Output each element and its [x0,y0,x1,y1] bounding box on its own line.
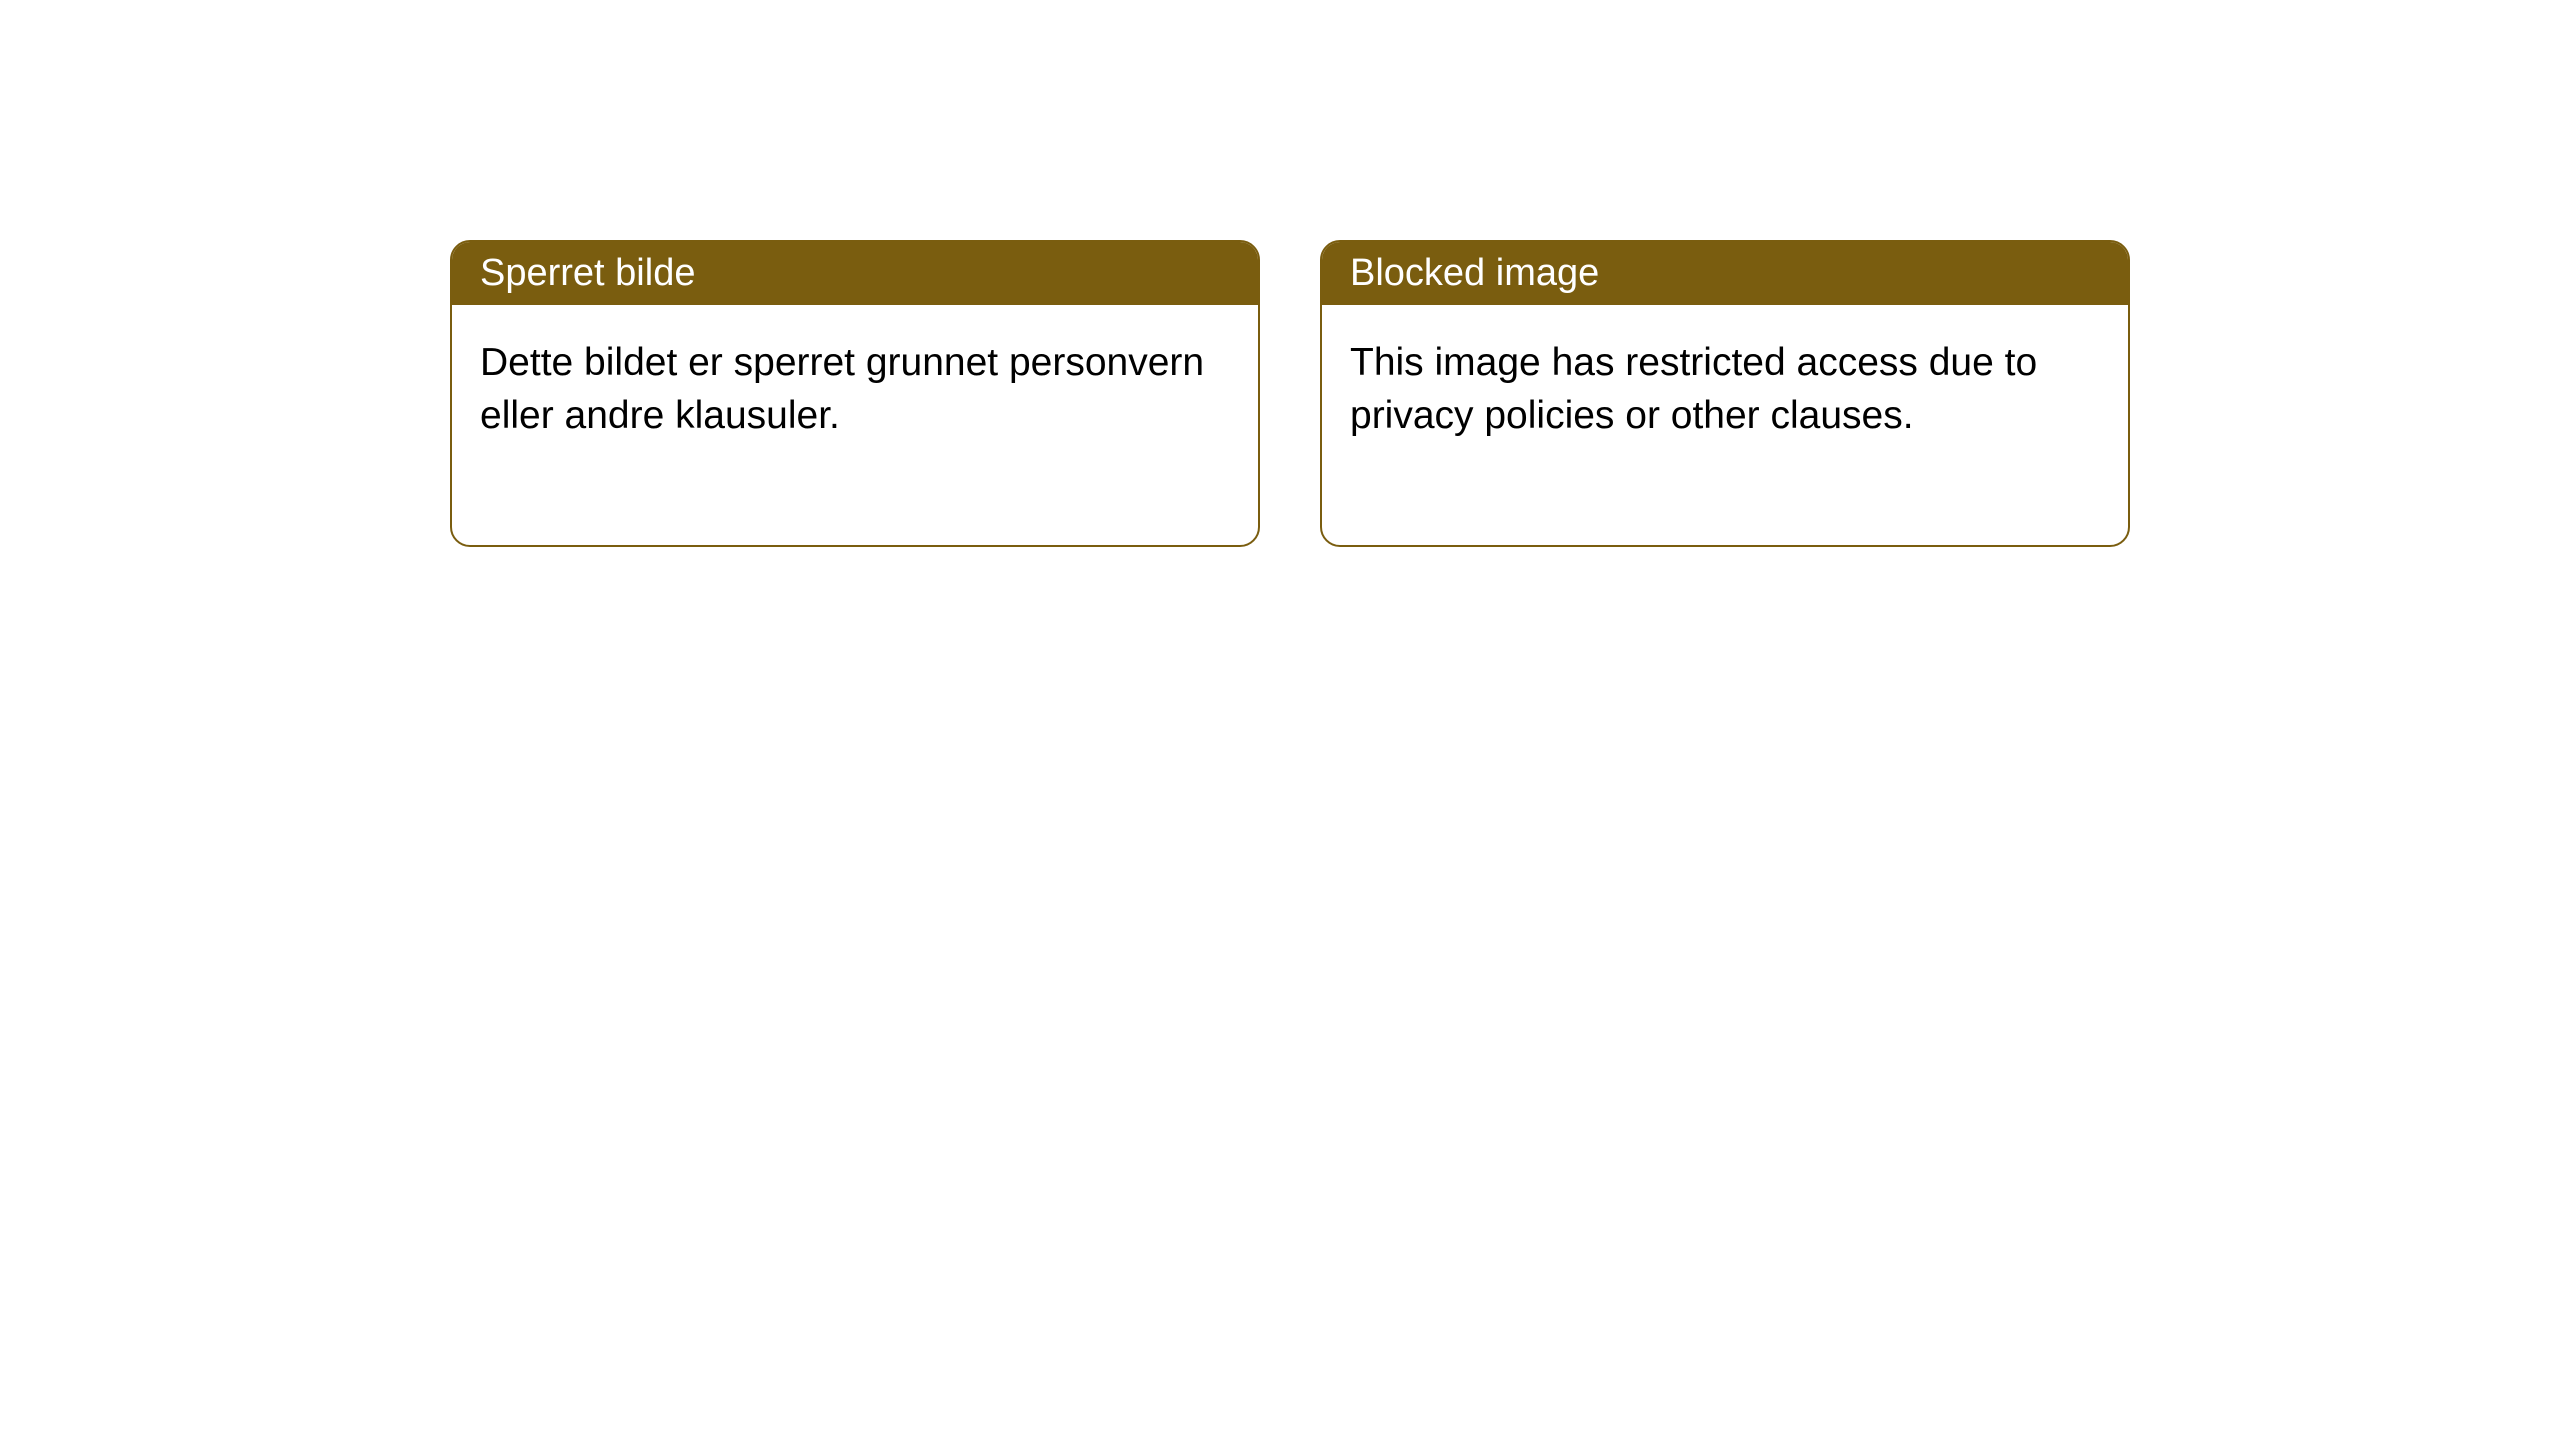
notice-card-english: Blocked image This image has restricted … [1320,240,2130,547]
card-title-no: Sperret bilde [452,242,1258,305]
notice-card-norwegian: Sperret bilde Dette bildet er sperret gr… [450,240,1260,547]
notice-container: Sperret bilde Dette bildet er sperret gr… [450,240,2130,547]
card-body-en: This image has restricted access due to … [1322,305,2128,545]
card-body-no: Dette bildet er sperret grunnet personve… [452,305,1258,545]
card-title-en: Blocked image [1322,242,2128,305]
